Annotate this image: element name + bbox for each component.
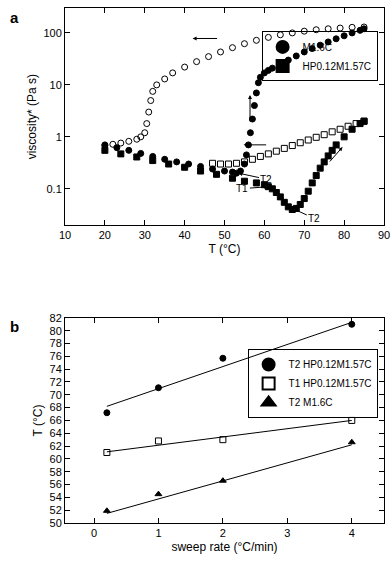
svg-text:sweep rate (°C/min): sweep rate (°C/min) — [171, 540, 277, 554]
svg-text:68: 68 — [50, 401, 62, 413]
svg-text:b: b — [10, 318, 19, 335]
svg-text:T2: T2 — [260, 174, 272, 185]
svg-text:74: 74 — [50, 363, 62, 375]
svg-text:T1: T1 — [236, 183, 248, 194]
svg-text:10: 10 — [50, 79, 62, 91]
svg-text:1: 1 — [155, 527, 161, 539]
svg-text:T2 M1.6C: T2 M1.6C — [289, 397, 333, 408]
svg-text:50: 50 — [50, 517, 62, 529]
svg-text:T (°C): T (°C) — [31, 404, 45, 436]
svg-text:58: 58 — [50, 466, 62, 478]
svg-text:T2: T2 — [308, 213, 320, 224]
svg-text:T (°C): T (°C) — [209, 242, 241, 256]
svg-text:82: 82 — [50, 312, 62, 324]
svg-text:90: 90 — [378, 229, 390, 241]
svg-text:60: 60 — [50, 453, 62, 465]
svg-text:T2 HP0.12M1.57C: T2 HP0.12M1.57C — [289, 359, 372, 370]
svg-text:70: 70 — [298, 229, 310, 241]
svg-text:80: 80 — [338, 229, 350, 241]
svg-text:70: 70 — [50, 389, 62, 401]
svg-text:20: 20 — [99, 229, 111, 241]
svg-text:52: 52 — [50, 504, 62, 516]
svg-text:1: 1 — [56, 131, 62, 143]
svg-text:a: a — [10, 9, 19, 26]
svg-text:2: 2 — [220, 527, 226, 539]
svg-text:30: 30 — [139, 229, 151, 241]
svg-text:10: 10 — [59, 229, 71, 241]
svg-text:100: 100 — [43, 27, 61, 39]
svg-text:80: 80 — [50, 325, 62, 337]
svg-text:54: 54 — [50, 491, 62, 503]
svg-text:3: 3 — [284, 527, 290, 539]
svg-text:HP0.12M1.57C: HP0.12M1.57C — [303, 61, 371, 72]
svg-text:76: 76 — [50, 350, 62, 362]
svg-text:4: 4 — [349, 527, 355, 539]
svg-text:T1 HP0.12M1.57C: T1 HP0.12M1.57C — [289, 378, 372, 389]
svg-text:72: 72 — [50, 376, 62, 388]
svg-text:40: 40 — [179, 229, 191, 241]
svg-text:0: 0 — [91, 527, 97, 539]
svg-text:viscosity* (Pa s): viscosity* (Pa s) — [25, 74, 39, 159]
svg-text:66: 66 — [50, 414, 62, 426]
svg-text:60: 60 — [258, 229, 270, 241]
svg-text:56: 56 — [50, 478, 62, 490]
svg-text:62: 62 — [50, 440, 62, 452]
svg-text:0.1: 0.1 — [47, 183, 62, 195]
svg-text:M1.6C: M1.6C — [303, 42, 332, 53]
svg-text:64: 64 — [50, 427, 62, 439]
svg-text:78: 78 — [50, 337, 62, 349]
svg-text:50: 50 — [218, 229, 230, 241]
